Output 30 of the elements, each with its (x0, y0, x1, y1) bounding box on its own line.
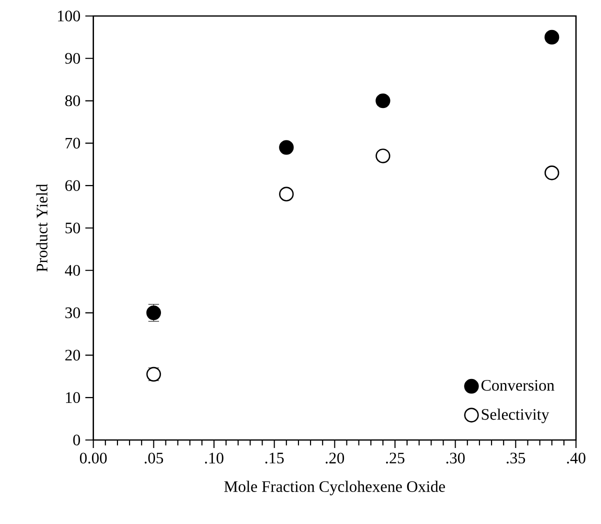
x-tick-label: .40 (567, 452, 586, 464)
y-tick-label: 80 (65, 95, 80, 106)
x-axis-title: Mole Fraction Cyclohexene Oxide (224, 480, 445, 496)
legend-label: Selectivity (482, 408, 550, 424)
y-tick-label: 100 (58, 10, 80, 22)
x-tick-label: .10 (205, 452, 224, 464)
x-tick-label: .15 (265, 452, 284, 464)
y-tick-label: 90 (65, 52, 80, 64)
x-tick-label: .05 (144, 452, 164, 464)
x-tick-label: 0.00 (80, 452, 107, 464)
point (544, 30, 560, 45)
y-tick-label: 40 (64, 264, 80, 276)
point (376, 148, 390, 164)
point (279, 140, 294, 155)
x-tick-label: .25 (386, 452, 404, 464)
y-tick-label: 10 (66, 392, 80, 403)
y-axis-title: Product Yield (36, 184, 48, 272)
y-tick-label: 0 (73, 434, 80, 446)
point (279, 186, 294, 202)
y-tick-label: 50 (66, 222, 80, 234)
legend-label: Conversion (481, 380, 554, 391)
x-tick-label: .30 (446, 452, 465, 464)
y-tick-label: 70 (66, 138, 80, 149)
point (376, 93, 390, 108)
y-tick-label: 20 (65, 350, 80, 361)
point (544, 166, 560, 180)
x-tick-label: .35 (506, 452, 526, 464)
y-tick-label: 60 (65, 180, 80, 191)
y-tick-label: 30 (65, 307, 80, 318)
x-tick-label: .20 (326, 452, 344, 464)
